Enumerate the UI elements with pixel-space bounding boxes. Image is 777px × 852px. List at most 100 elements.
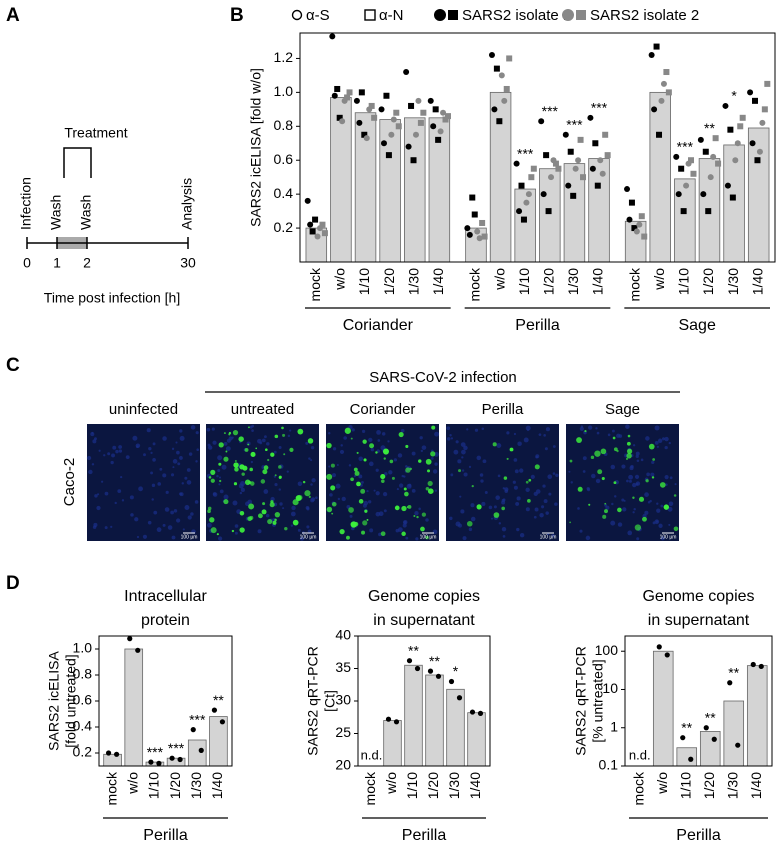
nucleus bbox=[207, 522, 212, 528]
infected-cell bbox=[247, 516, 253, 522]
nucleus bbox=[655, 520, 659, 523]
nucleus bbox=[94, 494, 98, 498]
nucleus bbox=[358, 456, 364, 462]
infected-cell bbox=[597, 469, 603, 475]
nucleus bbox=[595, 427, 598, 430]
nucleus bbox=[375, 491, 380, 496]
nucleus bbox=[177, 462, 181, 466]
nucleus bbox=[171, 447, 175, 451]
nucleus bbox=[315, 496, 318, 500]
point bbox=[758, 663, 764, 670]
infected-cell bbox=[239, 527, 245, 533]
nucleus bbox=[515, 501, 520, 506]
point bbox=[198, 747, 204, 754]
nucleus bbox=[665, 483, 668, 486]
x-tick-label: w/o bbox=[332, 268, 348, 291]
nucleus bbox=[358, 474, 363, 479]
nucleus bbox=[512, 480, 516, 484]
infected-cell bbox=[404, 491, 409, 497]
infected-cell bbox=[425, 458, 432, 465]
nucleus bbox=[640, 458, 644, 462]
nucleus bbox=[647, 501, 651, 504]
point bbox=[636, 221, 643, 228]
point bbox=[626, 216, 633, 223]
nucleus bbox=[668, 441, 671, 445]
point bbox=[395, 123, 402, 130]
nucleus bbox=[668, 501, 674, 507]
micrograph-background bbox=[87, 424, 200, 541]
nucleus bbox=[110, 460, 114, 465]
nucleus bbox=[179, 429, 183, 433]
nucleus bbox=[290, 524, 294, 527]
nucleus bbox=[628, 474, 634, 480]
bar bbox=[652, 650, 674, 767]
plot-frame bbox=[299, 32, 776, 263]
nucleus bbox=[497, 474, 501, 478]
point bbox=[756, 148, 763, 155]
nucleus bbox=[644, 492, 649, 498]
point bbox=[656, 131, 663, 138]
x-tick-label: 1/10 bbox=[146, 772, 162, 799]
infected-cell bbox=[430, 451, 436, 457]
legend-marker bbox=[434, 9, 446, 21]
infected-cell bbox=[239, 464, 245, 470]
nucleus bbox=[132, 435, 138, 441]
nucleus bbox=[387, 440, 390, 443]
nucleus bbox=[579, 529, 583, 533]
point bbox=[491, 106, 498, 113]
nucleus bbox=[92, 525, 97, 529]
nucleus bbox=[179, 456, 183, 460]
nucleus bbox=[493, 505, 497, 509]
nucleus bbox=[134, 517, 139, 522]
point bbox=[705, 208, 712, 215]
x-tick-label: 1/30 bbox=[724, 772, 740, 799]
nucleus bbox=[621, 498, 625, 502]
nucleus bbox=[234, 531, 238, 535]
bar bbox=[649, 91, 671, 263]
nucleus bbox=[463, 472, 468, 477]
bar bbox=[383, 720, 402, 767]
infected-cell bbox=[263, 465, 269, 470]
point bbox=[729, 194, 736, 201]
value-label: n.d. bbox=[629, 747, 651, 762]
nucleus bbox=[184, 476, 188, 480]
infected-cell bbox=[648, 443, 655, 450]
bar bbox=[209, 716, 228, 767]
infected-cell bbox=[249, 467, 253, 472]
nucleus bbox=[351, 428, 355, 432]
point bbox=[358, 89, 365, 96]
nucleus bbox=[310, 445, 315, 450]
nucleus bbox=[239, 491, 243, 495]
nucleus bbox=[605, 505, 610, 510]
nucleus bbox=[614, 495, 617, 498]
nucleus bbox=[179, 492, 184, 497]
nucleus bbox=[462, 536, 467, 541]
point bbox=[437, 128, 444, 135]
nucleus bbox=[181, 482, 184, 485]
infected-cell bbox=[418, 459, 422, 463]
point bbox=[545, 208, 552, 215]
infected-cell bbox=[617, 507, 622, 513]
point bbox=[715, 160, 722, 167]
nucleus bbox=[310, 483, 313, 486]
point bbox=[513, 160, 520, 167]
infected-cell bbox=[466, 520, 473, 527]
point bbox=[479, 219, 486, 226]
nucleus bbox=[173, 509, 178, 513]
point bbox=[321, 230, 328, 237]
infected-cell bbox=[403, 487, 407, 491]
point bbox=[127, 636, 133, 642]
infected-cell bbox=[339, 528, 345, 535]
plot-frame bbox=[98, 635, 233, 767]
nucleus bbox=[656, 445, 659, 448]
point bbox=[432, 106, 439, 113]
point bbox=[562, 131, 569, 138]
point bbox=[540, 191, 547, 198]
nucleus bbox=[297, 528, 301, 532]
point bbox=[469, 194, 476, 201]
infected-cell bbox=[576, 437, 582, 443]
x-tick-label: 1/20 bbox=[167, 772, 183, 799]
point bbox=[575, 157, 582, 164]
point bbox=[353, 97, 360, 104]
y-tick-label: 1.2 bbox=[274, 49, 294, 65]
